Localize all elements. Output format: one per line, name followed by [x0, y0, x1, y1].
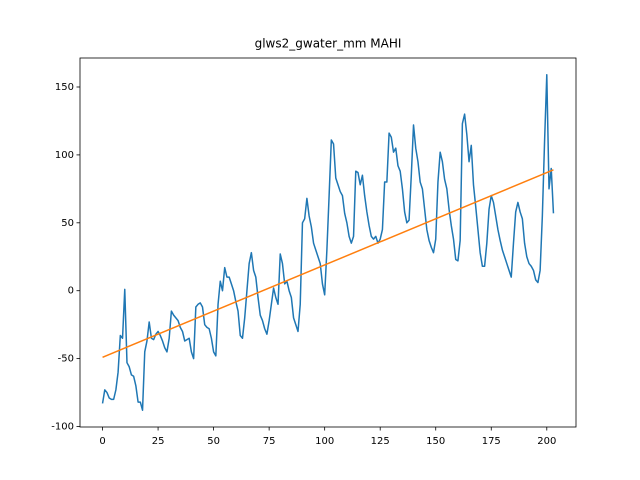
x-tick-label: 125	[371, 436, 390, 447]
x-tick-label: 25	[152, 436, 165, 447]
y-tick-label: -50	[58, 354, 74, 365]
y-tick-label: 100	[55, 150, 74, 161]
x-tick-label: 100	[315, 436, 334, 447]
x-tick-label: 0	[99, 436, 105, 447]
x-tick-label: 50	[207, 436, 220, 447]
axes-frame	[79, 57, 577, 428]
y-tick-label: 50	[61, 218, 74, 229]
chart-title: glws2_gwater_mm MAHI	[255, 37, 402, 51]
data-line	[102, 169, 554, 358]
y-tick-label: 0	[68, 286, 74, 297]
x-tick-label: 75	[263, 436, 276, 447]
y-tick-label: -100	[51, 422, 74, 433]
x-tick-label: 150	[426, 436, 445, 447]
x-tick-label: 175	[482, 436, 501, 447]
data-line	[101, 74, 555, 411]
x-tick-label: 200	[537, 436, 556, 447]
y-tick-label: 150	[55, 82, 74, 93]
